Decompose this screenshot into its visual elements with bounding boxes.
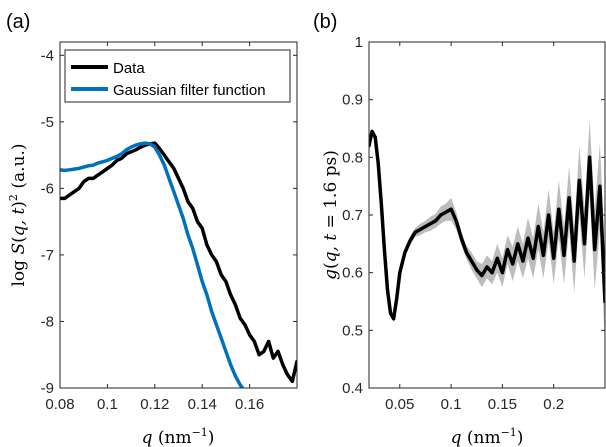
- y-tick-label-b: 0.9: [342, 92, 363, 109]
- x-tick-label-b: 0.15: [488, 396, 517, 413]
- series-line-b-0: [369, 129, 605, 321]
- plot-area-a: [59, 41, 298, 389]
- x-tick-label-a: 0.12: [140, 396, 169, 413]
- y-tick-label-a: -7: [41, 247, 54, 264]
- y-tick-label-b: 0.8: [342, 149, 363, 166]
- y-tick-label-a: -5: [41, 114, 54, 131]
- legend-box: [64, 49, 291, 103]
- x-tick-label-a: 0.08: [45, 396, 74, 413]
- y-tick-label-b: 0.5: [342, 322, 363, 339]
- y-tick-label-a: -8: [41, 313, 54, 330]
- panel-label-a: (a): [6, 11, 30, 33]
- uncertainty-band-b: [369, 119, 605, 348]
- y-axis-label-a: log S(q, t)2 (a.u.): [7, 144, 29, 287]
- x-tick-label-a: 0.1: [97, 396, 118, 413]
- panel-label-b: (b): [313, 11, 337, 33]
- x-tick-label-b: 0.1: [441, 396, 462, 413]
- series-line-a-data: [60, 141, 297, 384]
- y-axis-label-b: g(q, t = 1.6 ps): [321, 150, 341, 280]
- y-tick-label-a: -4: [41, 47, 54, 64]
- legend-entry-gaussian: Gaussian filter function: [113, 82, 266, 99]
- x-tick-label-b: 0.05: [385, 396, 414, 413]
- series-line-a-gaussian-filter-function: [60, 141, 245, 388]
- legend-entry-data: Data: [113, 60, 145, 77]
- legend: Data Gaussian filter function: [64, 49, 291, 103]
- panel-b: 0.05 0.1 0.15 0.2 0.4 0.5 0.6 0.7 0.8 0.9 1 q (nm−…: [321, 34, 606, 447]
- x-axis-label-b: q (nm−1): [451, 426, 524, 447]
- y-tick-label-a: -9: [41, 380, 54, 397]
- x-tick-label-a: 0.16: [235, 396, 264, 413]
- x-tick-label-a: 0.14: [188, 396, 217, 413]
- y-tick-label-b: 1: [355, 34, 363, 51]
- y-tick-label-b: 0.4: [342, 380, 363, 397]
- x-axis-label-a: q (nm−1): [142, 426, 215, 447]
- y-tick-label-b: 0.6: [342, 265, 363, 282]
- y-tick-label-b: 0.7: [342, 207, 363, 224]
- panel-a: 0.08 0.1 0.12 0.14 0.16 -9 -8 -7 -6 -5 -4 Data Gau…: [7, 41, 298, 447]
- y-tick-label-a: -6: [41, 180, 54, 197]
- x-tick-label-b: 0.2: [543, 396, 564, 413]
